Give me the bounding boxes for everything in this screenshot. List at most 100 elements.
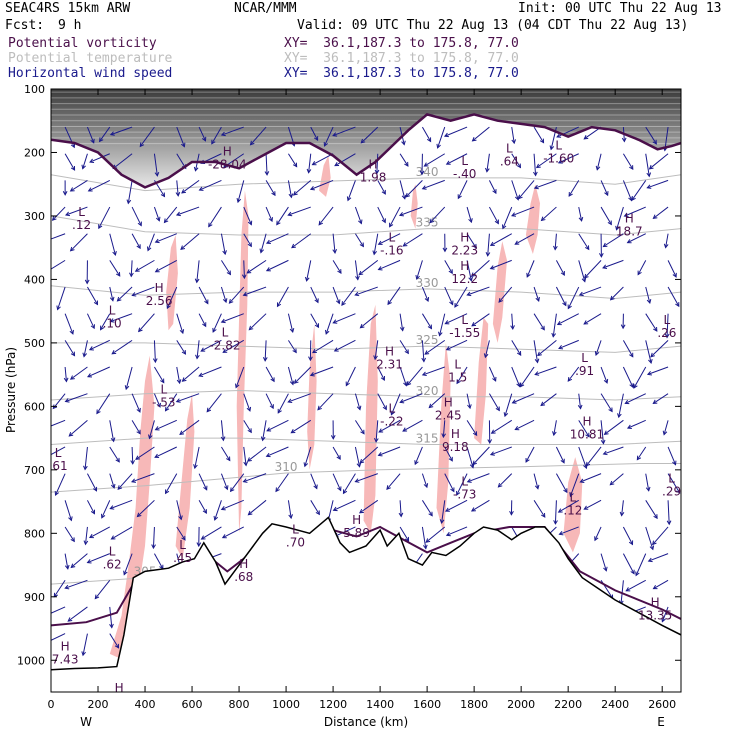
wind-arrowhead	[466, 291, 472, 297]
wind-arrowhead	[551, 332, 557, 338]
wind-arrowhead	[354, 478, 360, 483]
wind-arrowhead	[360, 429, 365, 435]
wind-vector	[127, 180, 133, 204]
wind-arrowhead	[498, 298, 504, 303]
wind-vector	[359, 446, 379, 464]
wind-arrowhead	[269, 404, 274, 410]
wind-arrowhead	[604, 191, 609, 197]
wind-vector	[89, 153, 110, 163]
wind-vector	[390, 393, 401, 415]
wind-arrowhead	[276, 220, 281, 226]
wind-vector	[466, 393, 471, 409]
wind-arrowhead	[308, 356, 313, 362]
wind-arrowhead	[652, 139, 657, 145]
wind-arrowhead	[399, 398, 405, 404]
wind-arrowhead	[68, 432, 74, 437]
wind-vector	[266, 446, 289, 457]
wind-arrowhead	[345, 381, 350, 387]
wind-arrowhead	[471, 322, 477, 327]
pv-extremum: L.12	[72, 205, 91, 232]
wind-arrowhead	[356, 405, 362, 411]
wind-vector	[345, 366, 356, 386]
field-pv-name: Potential vorticity	[8, 36, 157, 51]
x-tick-label: 2600	[648, 698, 676, 711]
wind-vector	[310, 286, 319, 303]
wind-vector	[627, 233, 646, 244]
y-tick-label: 600	[24, 400, 45, 413]
wind-vector	[83, 340, 88, 357]
wind-vector	[198, 126, 206, 142]
wind-vector	[155, 259, 178, 273]
wind-arrowhead	[200, 347, 206, 352]
wind-arrowhead	[490, 429, 496, 434]
wind-vector	[355, 473, 378, 483]
pv-extremum-type: L	[506, 141, 513, 155]
wind-vector	[57, 286, 66, 310]
wind-vector	[354, 233, 364, 247]
wind-vector	[636, 446, 647, 460]
wind-vector	[222, 526, 244, 539]
wind-arrowhead	[401, 194, 407, 200]
wind-vector	[154, 446, 177, 458]
wind-vector	[304, 446, 312, 467]
wind-arrowhead	[88, 346, 94, 351]
wind-vector	[378, 419, 401, 433]
wind-arrowhead	[381, 189, 386, 195]
wind-arrowhead	[135, 455, 140, 460]
y-tick-label: 200	[24, 146, 45, 159]
wind-arrowhead	[608, 407, 613, 413]
wind-vector	[221, 499, 244, 510]
wind-arrowhead	[236, 198, 242, 204]
pv-extremum: L.26	[657, 313, 676, 340]
wind-vector	[498, 473, 513, 488]
wind-arrowhead	[265, 267, 271, 272]
wind-vector	[287, 313, 294, 333]
wind-arrowhead	[360, 138, 366, 144]
wind-arrowhead	[65, 211, 71, 217]
wind-arrowhead	[585, 245, 590, 251]
wind-arrowhead	[136, 244, 141, 250]
y-tick-label: 800	[24, 527, 45, 540]
wind-vector	[488, 366, 497, 382]
wind-arrowhead	[178, 515, 183, 521]
wind-vector	[373, 233, 379, 255]
wind-arrowhead	[51, 216, 57, 221]
pv-extremum-value: 7.43	[52, 653, 79, 667]
pv-extremum-value: .29	[662, 485, 681, 499]
wind-arrowhead	[629, 383, 634, 389]
wind-arrowhead	[620, 324, 626, 330]
wind-vector	[558, 153, 579, 164]
wind-arrowhead	[154, 171, 160, 177]
wind-vector	[94, 579, 111, 599]
wind-vector	[200, 339, 222, 352]
wind-arrowhead	[134, 267, 140, 272]
wind-vector	[625, 393, 646, 404]
wind-arrowhead	[594, 351, 600, 357]
pv-extremum: H5.89	[343, 513, 370, 540]
wind-arrowhead	[356, 462, 362, 468]
wind-arrowhead	[156, 402, 161, 408]
wind-arrowhead	[518, 194, 523, 200]
wind-arrowhead	[489, 241, 495, 246]
wind-arrowhead	[92, 486, 98, 492]
wind-arrowhead	[549, 145, 555, 151]
wind-arrowhead	[653, 326, 658, 332]
wind-vector	[67, 606, 88, 622]
wind-vector	[109, 233, 116, 256]
wind-vector	[214, 500, 222, 521]
pv-extremum-type: L	[570, 491, 577, 505]
wind-arrowhead	[421, 357, 427, 363]
wind-arrowhead	[204, 299, 209, 305]
wind-arrowhead	[180, 245, 186, 250]
wind-arrowhead	[303, 462, 309, 468]
wind-arrowhead	[468, 276, 473, 282]
wind-vector	[421, 500, 433, 516]
wind-arrowhead	[558, 530, 564, 536]
wind-vector	[243, 233, 252, 247]
wind-vector	[399, 206, 423, 216]
wind-vector	[111, 526, 133, 540]
pv-extremum-type: L	[109, 545, 116, 559]
wind-arrowhead	[489, 451, 495, 456]
wind-vector	[293, 180, 312, 196]
wind-vector	[466, 233, 477, 249]
